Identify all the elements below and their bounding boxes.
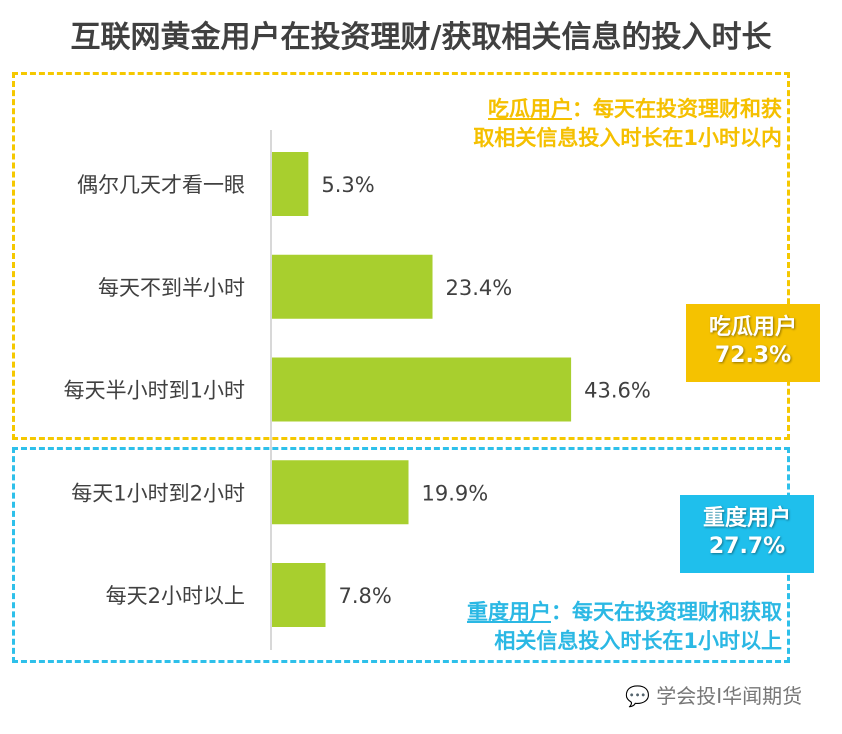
light-user-tag: 吃瓜用户 72.3% — [686, 304, 820, 382]
note-text: 取相关信息投入时长在1小时以内 — [473, 126, 782, 150]
note-term: 吃瓜用户 — [488, 97, 572, 121]
wechat-icon: 💬 — [625, 684, 657, 708]
note-text: ：每天在投资理财和获取 — [551, 600, 782, 624]
category-label: 每天不到半小时 — [98, 276, 245, 300]
tag-name: 重度用户 — [702, 506, 791, 531]
watermark-text: 学会投I华闻期货 — [656, 684, 803, 708]
bar — [272, 152, 309, 216]
bar — [272, 460, 409, 525]
category-label: 每天1小时到2小时 — [71, 481, 245, 505]
note-text: ：每天在投资理财和获 — [572, 97, 782, 121]
bar — [272, 254, 433, 319]
watermark: 💬 学会投I华闻期货 — [625, 680, 802, 709]
heavy-user-tag: 重度用户 27.7% — [680, 495, 814, 573]
bar — [272, 563, 326, 627]
note-text: 相关信息投入时长在1小时以上 — [494, 629, 782, 653]
category-label: 偶尔几天才看一眼 — [77, 173, 245, 197]
tag-value: 72.3% — [714, 343, 792, 368]
value-label: 7.8% — [339, 584, 392, 608]
category-label: 每天半小时到1小时 — [64, 379, 245, 403]
value-label: 23.4% — [446, 276, 513, 300]
light-user-group-box — [12, 72, 790, 440]
tag-value: 27.7% — [708, 534, 786, 559]
note-term: 重度用户 — [467, 600, 551, 624]
light-user-note: 吃瓜用户：每天在投资理财和获 取相关信息投入时长在1小时以内 — [473, 95, 782, 153]
category-label: 每天2小时以上 — [106, 584, 245, 608]
chart-title: 互联网黄金用户在投资理财/获取相关信息的投入时长 — [70, 20, 772, 55]
value-label: 43.6% — [584, 379, 651, 403]
heavy-user-note: 重度用户：每天在投资理财和获取 相关信息投入时长在1小时以上 — [467, 598, 782, 656]
value-label: 5.3% — [321, 173, 374, 197]
tag-name: 吃瓜用户 — [708, 315, 797, 340]
value-label: 19.9% — [422, 481, 489, 505]
bar — [272, 357, 572, 422]
